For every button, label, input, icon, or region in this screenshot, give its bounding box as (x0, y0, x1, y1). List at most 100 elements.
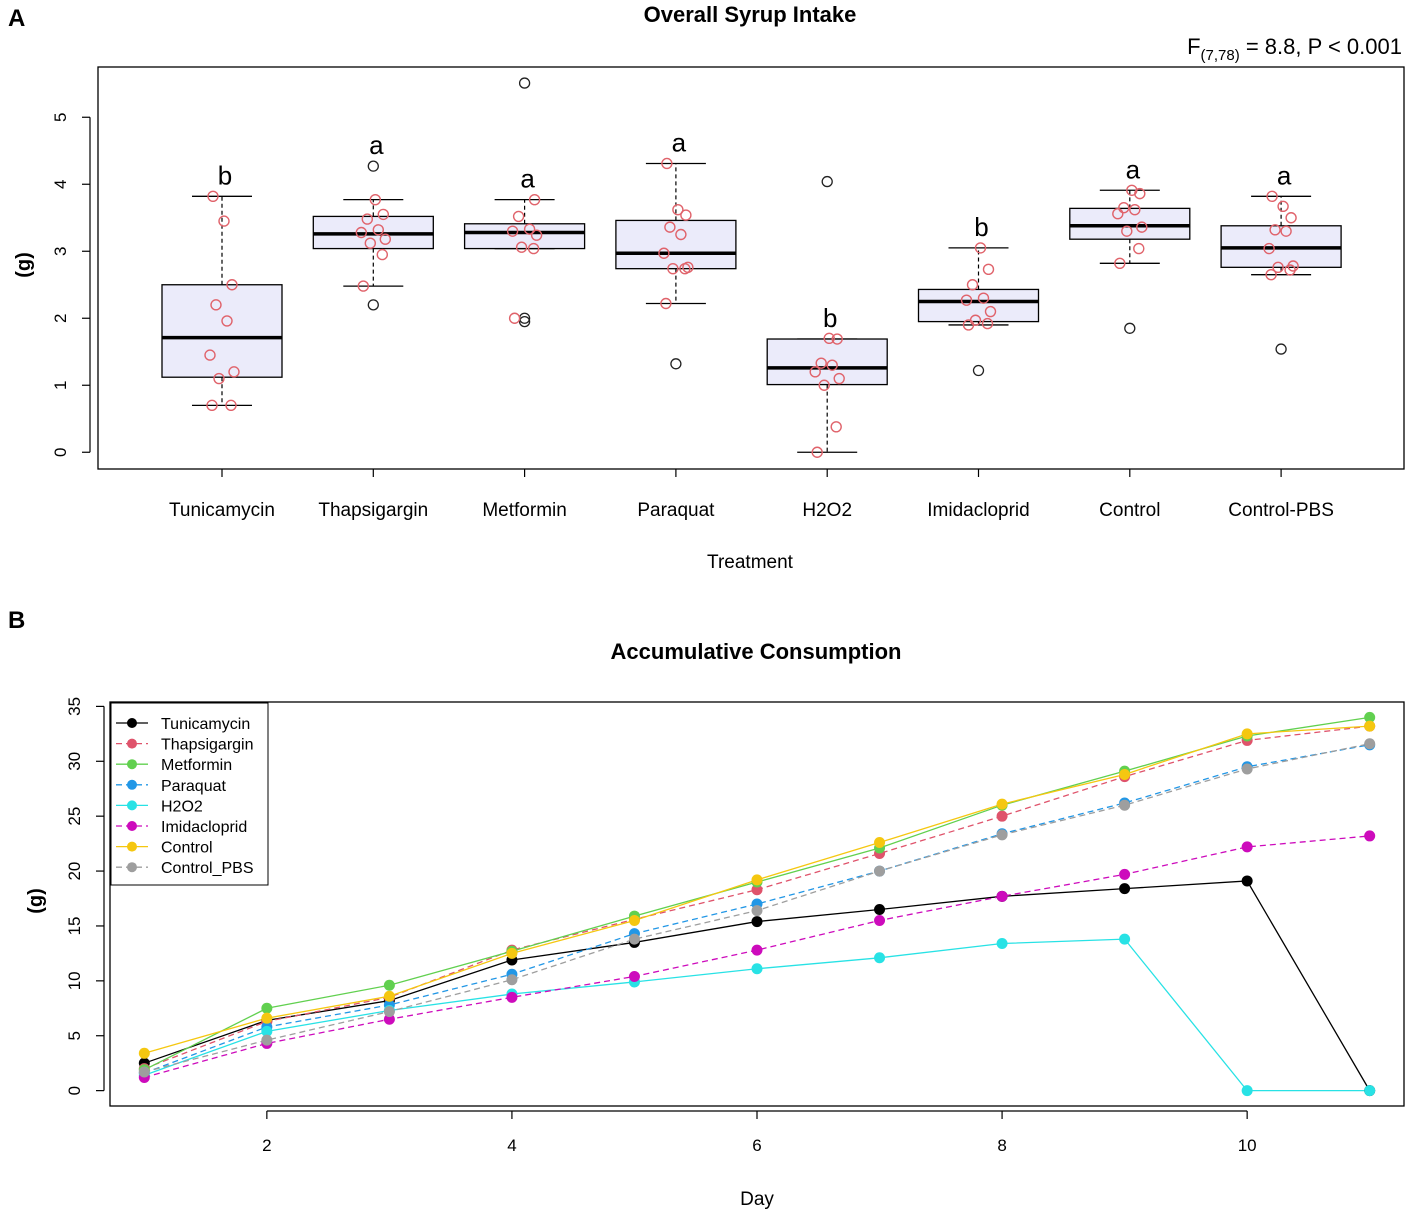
outlier-point (367, 160, 379, 172)
data-point (672, 204, 684, 216)
series-point (1119, 883, 1131, 895)
data-point (811, 446, 823, 458)
legend-marker (127, 718, 137, 728)
x-tick-label: 2 (262, 1136, 271, 1155)
data-point (977, 292, 990, 304)
data-point (226, 279, 238, 291)
data-point (1126, 184, 1138, 196)
series-line (144, 725, 1370, 1070)
y-tick-label: 5 (65, 1031, 84, 1040)
significance-letter: a (1126, 154, 1141, 184)
box-chart-title: Overall Syrup Intake (644, 2, 857, 27)
series-point (751, 963, 763, 975)
box (766, 338, 888, 386)
box-plot-layer: 0 1 2 3 4 5 Tunicamycin b Thapsigargin a Metformin… (51, 77, 1342, 521)
x-tick-label: 6 (752, 1136, 761, 1155)
data-point (357, 280, 369, 292)
series-point (138, 1047, 150, 1059)
data-point (1272, 261, 1284, 274)
data-point (1266, 190, 1278, 203)
series-point (996, 798, 1008, 810)
y-tick-label: 0 (51, 448, 70, 457)
data-point (661, 157, 673, 170)
series-point (751, 944, 763, 956)
legend-label: Control_PBS (161, 860, 254, 877)
line-plot-frame (109, 701, 1405, 1107)
series-point (506, 974, 518, 986)
series-point (383, 979, 395, 991)
x-tick-label: 10 (1238, 1136, 1257, 1155)
box-chart-stat: F(7,78) = 8.8, P < 0.001 (1187, 34, 1402, 64)
line-chart-title: Accumulative Consumption (611, 639, 902, 664)
data-point (512, 210, 525, 223)
x-tick-label: H2O2 (802, 500, 852, 521)
data-point (1269, 224, 1281, 236)
series-point (874, 952, 886, 964)
data-point (1263, 242, 1275, 255)
data-point (1118, 201, 1130, 214)
y-tick-label: 0 (65, 1086, 84, 1095)
data-point (221, 315, 233, 327)
series-point (1364, 830, 1376, 842)
series-point (996, 829, 1008, 841)
series-point (1241, 841, 1253, 853)
data-point (515, 241, 528, 253)
outlier-point (518, 77, 531, 89)
legend-marker (127, 800, 137, 811)
data-point (213, 372, 225, 385)
series-point (874, 903, 886, 915)
significance-letter: a (520, 164, 535, 194)
series-point (383, 1006, 395, 1018)
outlier-point (1275, 343, 1287, 355)
legend-box (110, 702, 269, 886)
data-point (225, 399, 237, 412)
significance-letter: b (974, 212, 988, 242)
data-point (206, 399, 218, 412)
data-point (204, 349, 216, 361)
data-point (1285, 212, 1297, 224)
legend-label: H2O2 (161, 798, 203, 815)
series-point (1241, 763, 1253, 775)
y-tick-label: 1 (51, 381, 70, 390)
x-tick-label: Control (1099, 500, 1160, 521)
data-point (664, 221, 676, 233)
series-line (144, 835, 1370, 1079)
series-point (383, 1013, 395, 1025)
series-point (261, 1034, 273, 1046)
x-tick-label: Paraquat (637, 500, 715, 521)
line-plot-layer: 0 5 10 15 20 25 30 35 2 4 6 8 10 (65, 697, 1376, 1155)
series-point (1119, 933, 1131, 945)
series-point (261, 1002, 273, 1014)
series-point (1241, 1085, 1253, 1097)
series-point (138, 1066, 150, 1078)
legend-label: Thapsigargin (161, 737, 254, 754)
data-point (984, 305, 997, 318)
data-point (966, 279, 979, 291)
series-point (1119, 868, 1131, 880)
data-point (682, 261, 694, 274)
data-point (1277, 200, 1289, 213)
series-point (751, 916, 763, 928)
series-point (751, 884, 763, 896)
x-tick-label: 8 (997, 1136, 1006, 1155)
data-point (982, 263, 995, 276)
data-point (1265, 269, 1277, 281)
data-point (823, 332, 835, 345)
outlier-point (670, 358, 682, 370)
data-point (1133, 242, 1145, 255)
data-point (377, 208, 389, 221)
data-point (207, 190, 219, 203)
y-tick-label: 2 (51, 314, 70, 323)
y-tick-label: 10 (65, 971, 84, 990)
data-point (210, 299, 222, 311)
series-point (383, 990, 395, 1002)
data-point (379, 233, 391, 245)
series-point (996, 810, 1008, 822)
data-point (831, 333, 843, 345)
data-point (364, 237, 376, 249)
outlier-point (972, 364, 985, 377)
data-point (1280, 225, 1292, 237)
significance-letter: b (218, 160, 232, 190)
y-tick-label: 30 (65, 752, 84, 771)
significance-letter: a (1277, 160, 1292, 190)
